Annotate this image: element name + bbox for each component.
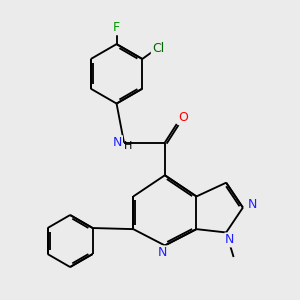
Text: Cl: Cl — [152, 42, 164, 56]
Text: N: N — [225, 233, 235, 246]
Text: N: N — [112, 136, 122, 149]
Text: O: O — [178, 111, 188, 124]
Text: H: H — [124, 140, 133, 151]
Text: N: N — [158, 246, 167, 260]
Text: F: F — [113, 21, 120, 34]
Text: N: N — [248, 198, 257, 211]
